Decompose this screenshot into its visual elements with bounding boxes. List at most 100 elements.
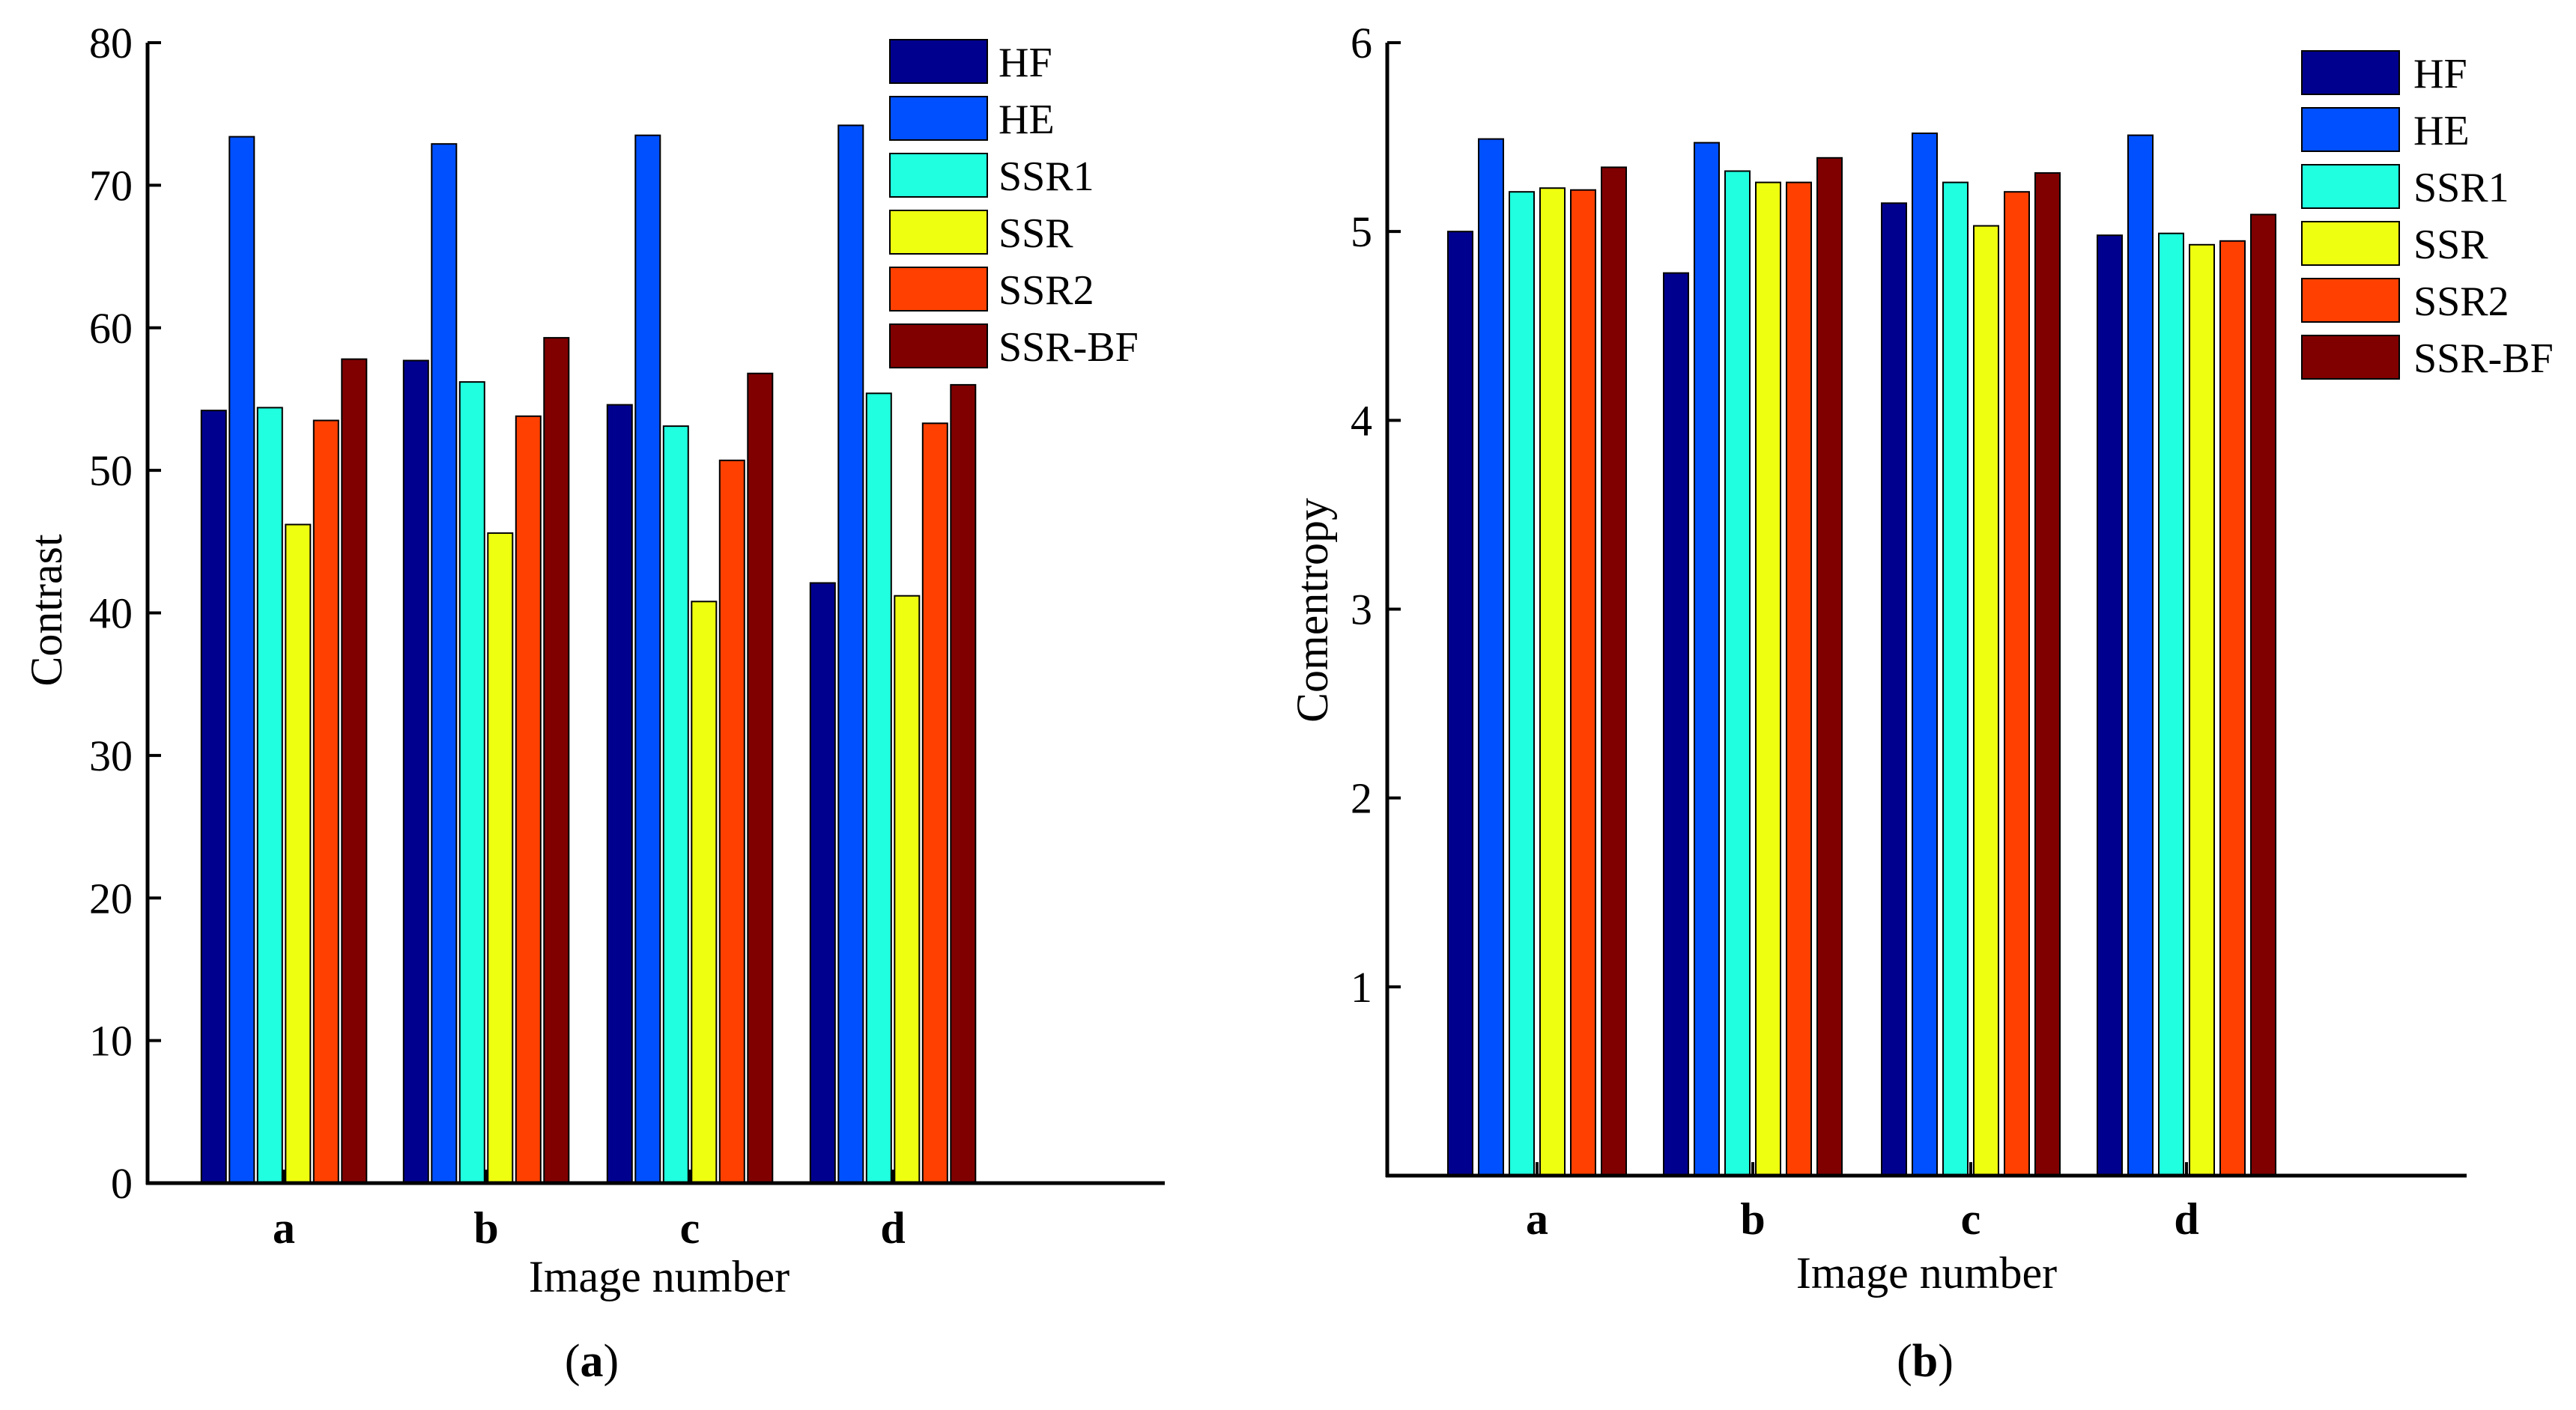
- bar-he-c: [1912, 133, 1938, 1176]
- bar-ssr-bf-c: [2034, 172, 2061, 1176]
- bar-ssr-a: [1539, 187, 1566, 1177]
- bar-ssr1-c: [662, 425, 689, 1184]
- legend-swatch-hf: [2301, 50, 2400, 95]
- bar-ssr-c: [691, 601, 718, 1184]
- bar-ssr2-a: [312, 419, 339, 1184]
- legend-swatch-ssr: [889, 210, 988, 255]
- bar-ssr-a: [285, 523, 312, 1184]
- chart-panel-a: 0 10 20 30 40 50 60 70 80 a b c d Contrast Image numbe…: [22, 19, 1165, 1387]
- legend-label-ssr1: SSR1: [998, 154, 1094, 200]
- y-tick-label: 3: [1351, 586, 1372, 634]
- bar-ssr1-c: [1942, 181, 1969, 1177]
- legend-swatch-ssr2: [889, 267, 988, 312]
- y-tick-label: 2: [1351, 774, 1372, 823]
- x-tick-label: c: [1961, 1194, 1981, 1244]
- x-axis-title: Image number: [1796, 1248, 2057, 1298]
- bar-ssr2-a: [1570, 189, 1596, 1177]
- bar-hf-b: [402, 359, 429, 1184]
- legend-swatch-ssr: [2301, 221, 2400, 266]
- y-tick-label: 70: [89, 161, 133, 210]
- bar-ssr-d: [2189, 243, 2215, 1176]
- bar-hf-a: [1447, 231, 1473, 1177]
- legend-label-ssr-bf: SSR-BF: [998, 324, 1139, 371]
- legend-label-ssr: SSR: [998, 210, 1073, 257]
- bar-he-b: [431, 143, 458, 1185]
- bar-hf-d: [809, 582, 836, 1184]
- bar-ssr1-b: [458, 381, 485, 1185]
- bar-ssr-bf-b: [543, 337, 570, 1185]
- bar-ssr2-d: [2219, 240, 2246, 1176]
- bar-ssr2-b: [515, 415, 542, 1184]
- bar-ssr2-d: [921, 422, 948, 1184]
- bar-ssr1-d: [2158, 232, 2184, 1177]
- legend-label-ssr1: SSR1: [2413, 165, 2509, 211]
- legend-swatch-ssr1: [2301, 164, 2400, 209]
- bar-hf-c: [1881, 202, 1907, 1176]
- legend-label-he: HE: [2413, 108, 2470, 154]
- bar-hf-c: [606, 404, 633, 1184]
- bar-ssr1-b: [1724, 170, 1751, 1176]
- x-tick-label: d: [2174, 1194, 2198, 1244]
- y-tick-label: 50: [89, 446, 133, 495]
- bar-ssr-bf-a: [341, 358, 368, 1185]
- y-tick-label: 0: [111, 1159, 133, 1208]
- y-tick-label: 30: [89, 732, 133, 780]
- bar-ssr1-d: [865, 392, 892, 1184]
- legend: HF HE SSR1 SSR SSR2 SSR-BF: [889, 39, 1139, 371]
- y-tick-label: 80: [89, 19, 133, 67]
- legend: HF HE SSR1 SSR SSR2 SSR-BF: [2301, 50, 2554, 382]
- legend-swatch-ssr1: [889, 153, 988, 198]
- y-tick-label: 4: [1351, 396, 1372, 445]
- legend-label-ssr2: SSR2: [998, 267, 1094, 314]
- bar-ssr-bf-d: [950, 383, 977, 1184]
- bar-ssr-c: [1973, 225, 1999, 1177]
- bar-ssr-b: [1755, 181, 1781, 1177]
- legend-swatch-hf: [889, 39, 988, 84]
- bar-ssr-bf-c: [747, 372, 774, 1185]
- bar-ssr2-c: [718, 459, 745, 1184]
- y-tick-label: 10: [89, 1017, 133, 1066]
- bar-ssr2-b: [1786, 181, 1812, 1177]
- bar-ssr-b: [487, 532, 514, 1184]
- legend-label-ssr-bf: SSR-BF: [2413, 335, 2554, 382]
- legend-swatch-he: [889, 96, 988, 141]
- legend-swatch-ssr-bf: [889, 323, 988, 368]
- x-tick-label: c: [680, 1203, 700, 1253]
- bar-he-a: [228, 136, 255, 1185]
- bar-ssr-bf-d: [2250, 213, 2276, 1176]
- bar-ssr-bf-a: [1601, 166, 1627, 1176]
- y-tick-label: 1: [1351, 963, 1372, 1012]
- bar-he-b: [1694, 142, 1720, 1177]
- legend-label-hf: HF: [998, 40, 1052, 86]
- y-axis-title: Comentropy: [1288, 498, 1337, 723]
- legend-label-hf: HF: [2413, 51, 2467, 97]
- chart-panel-b: 1 2 3 4 5 6 a b c d Comentropy Image number HF HE SSR1…: [1288, 19, 2554, 1387]
- bar-hf-a: [200, 410, 227, 1185]
- legend-swatch-ssr2: [2301, 278, 2400, 323]
- bar-ssr1-a: [1509, 191, 1535, 1177]
- y-tick-label: 40: [89, 589, 133, 638]
- bar-ssr-d: [894, 595, 921, 1184]
- panel-label: (a): [565, 1336, 619, 1387]
- bar-he-a: [1478, 138, 1504, 1177]
- x-tick-label: a: [1526, 1194, 1548, 1244]
- x-tick-label: a: [273, 1203, 295, 1253]
- bar-ssr1-a: [256, 407, 283, 1184]
- y-tick-label: 5: [1351, 207, 1372, 256]
- legend-swatch-ssr-bf: [2301, 335, 2400, 380]
- x-axis-title: Image number: [529, 1252, 790, 1301]
- bar-hf-b: [1663, 272, 1689, 1177]
- bar-he-d: [2127, 134, 2154, 1177]
- y-axis-title: Contrast: [22, 534, 71, 687]
- bar-hf-d: [2097, 234, 2123, 1177]
- legend-label-ssr2: SSR2: [2413, 279, 2509, 325]
- y-tick-label: 20: [89, 874, 133, 923]
- y-tick-label: 60: [89, 304, 133, 353]
- bar-ssr-bf-b: [1816, 157, 1843, 1176]
- legend-label-he: HE: [998, 97, 1055, 143]
- bar-he-d: [837, 124, 864, 1184]
- x-tick-label: b: [473, 1203, 498, 1253]
- legend-swatch-he: [2301, 107, 2400, 152]
- bar-ssr2-c: [2004, 191, 2030, 1177]
